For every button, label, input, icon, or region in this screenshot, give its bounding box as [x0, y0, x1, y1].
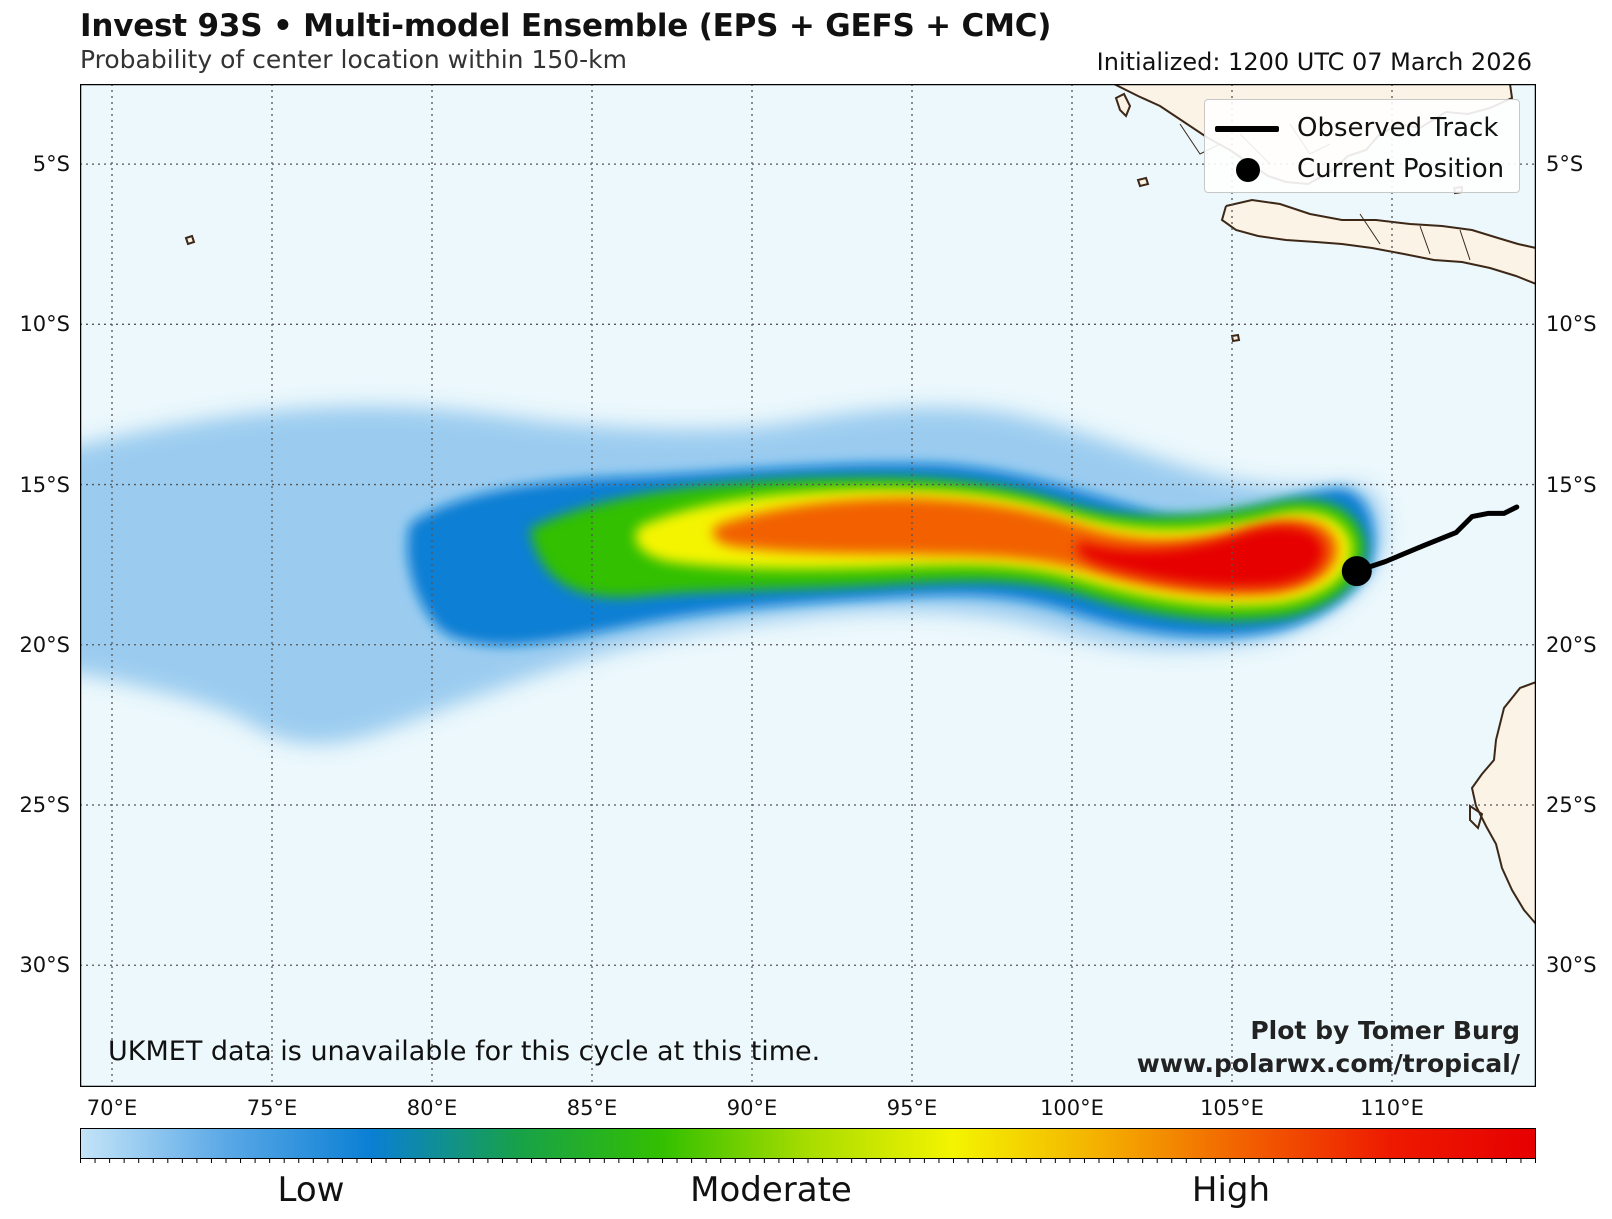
plume-red	[1076, 525, 1325, 588]
map-canvas[interactable]	[80, 84, 1536, 1087]
gridlines	[80, 84, 1536, 1087]
lat-label-left-25s: 25°S	[19, 793, 70, 817]
chart-subtitle: Probability of center location within 15…	[80, 45, 628, 74]
chart-title: Invest 93S • Multi-model Ensemble (EPS +…	[80, 8, 1052, 44]
australia-coast	[1470, 681, 1536, 925]
credit-author: Plot by Tomer Burg	[1250, 1016, 1520, 1045]
island-coast-4	[1136, 176, 1150, 188]
observed-track-line	[1354, 504, 1520, 574]
lat-label-right-15s: 15°S	[1546, 472, 1597, 497]
colorbar-svg	[80, 1128, 1536, 1163]
probability-plume	[80, 406, 1384, 744]
current-position-marker[interactable]	[1341, 556, 1372, 587]
map-panel[interactable]	[80, 84, 1536, 1087]
island-coast-2	[1230, 333, 1241, 343]
legend-row-current-position: Current Position	[1205, 149, 1519, 189]
lon-label-100e: 100°E	[1040, 1096, 1104, 1120]
lat-label-left-15s: 15°S	[19, 472, 70, 497]
lon-label-90e: 90°E	[726, 1096, 778, 1120]
australia-bay	[1469, 804, 1484, 830]
lat-label-left-5s: 5°S	[32, 152, 70, 177]
colorbar-ticks	[80, 1159, 1536, 1163]
lat-label-right-25s: 25°S	[1546, 793, 1597, 817]
lon-label-70e: 70°E	[86, 1096, 138, 1120]
map-frame	[80, 84, 1536, 1087]
credit-url[interactable]: www.polarwx.com/tropical/	[1136, 1049, 1520, 1078]
map-legend: Observed Track Current Position	[1204, 99, 1520, 193]
legend-current-position-label: Current Position	[1297, 154, 1505, 184]
lat-label-left-20s: 20°S	[19, 632, 70, 657]
colorbar	[80, 1128, 1536, 1168]
observed-track-group	[1341, 504, 1520, 587]
lon-label-85e: 85°E	[566, 1096, 618, 1120]
lon-label-75e: 75°E	[246, 1096, 298, 1120]
lon-label-95e: 95°E	[886, 1096, 938, 1120]
plot-credit: Plot by Tomer Burg www.polarwx.com/tropi…	[1137, 1014, 1520, 1080]
current-position-swatch	[1205, 149, 1297, 189]
island-coast-3	[1114, 92, 1132, 118]
lat-label-left-30s: 30°S	[19, 953, 70, 978]
island-coast-1	[184, 234, 196, 246]
lat-label-right-20s: 20°S	[1546, 632, 1597, 657]
lat-label-right-5s: 5°S	[1546, 152, 1584, 177]
colorbar-label-low: Low	[277, 1170, 345, 1210]
lon-label-110e: 110°E	[1360, 1096, 1424, 1120]
legend-observed-track-label: Observed Track	[1297, 113, 1499, 143]
legend-row-observed-track: Observed Track	[1205, 108, 1519, 148]
ukmet-note: UKMET data is unavailable for this cycle…	[108, 1036, 821, 1067]
java-coast	[1220, 198, 1536, 285]
lon-label-105e: 105°E	[1200, 1096, 1264, 1120]
initialized-time: Initialized: 1200 UTC 07 March 2026	[1096, 48, 1532, 76]
australia-land	[1472, 682, 1536, 924]
colorbar-gradient	[80, 1128, 1536, 1159]
lat-label-left-10s: 10°S	[19, 312, 70, 337]
lon-label-80e: 80°E	[406, 1096, 458, 1120]
lat-label-right-10s: 10°S	[1546, 312, 1597, 337]
colorbar-label-high: High	[1191, 1170, 1271, 1210]
observed-track-swatch	[1205, 108, 1297, 148]
colorbar-label-moderate: Moderate	[690, 1170, 852, 1210]
lat-label-right-30s: 30°S	[1546, 953, 1597, 978]
